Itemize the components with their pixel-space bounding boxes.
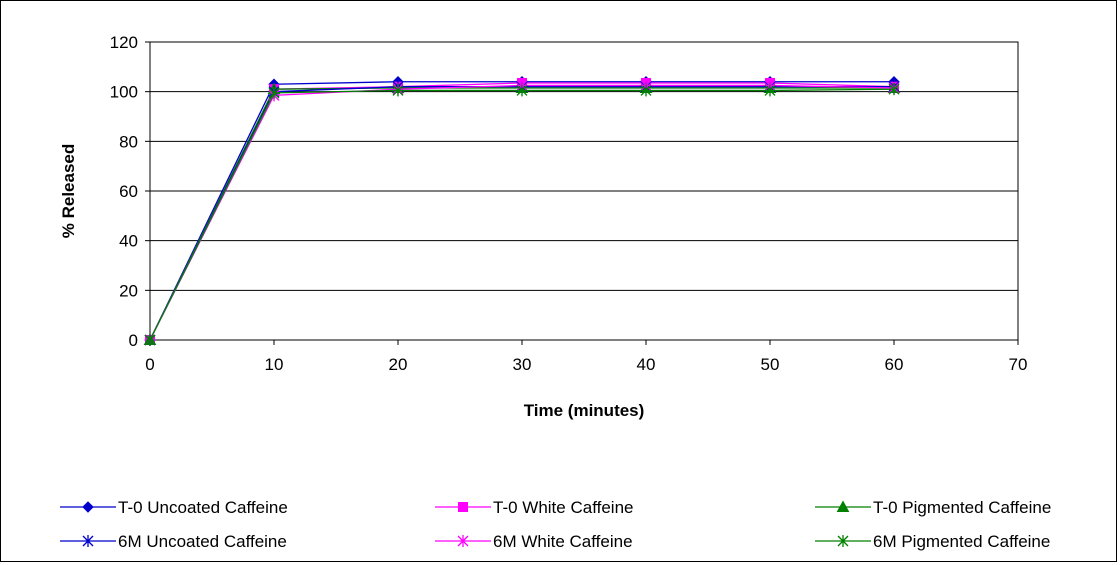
triangle-marker xyxy=(836,500,850,512)
legend-item: T-0 Pigmented Caffeine xyxy=(815,498,1051,517)
x-tick-label: 0 xyxy=(145,355,154,374)
legend-item: 6M Pigmented Caffeine xyxy=(815,532,1050,551)
series-0 xyxy=(144,76,900,346)
y-tick-label: 100 xyxy=(110,83,138,102)
series-layer xyxy=(143,76,901,346)
y-axis-title: % Released xyxy=(59,144,78,239)
legend-item: 6M White Caffeine xyxy=(435,532,633,551)
y-axis-ticks: 0 20 40 60 80 100 120 xyxy=(110,33,150,350)
x-tick-label: 70 xyxy=(1009,355,1028,374)
legend-label: T-0 Pigmented Caffeine xyxy=(873,498,1051,517)
x-tick-label: 50 xyxy=(761,355,780,374)
series-1 xyxy=(145,77,899,345)
series-line xyxy=(149,82,895,341)
asterisk-marker xyxy=(640,84,652,97)
series-5 xyxy=(144,83,900,346)
y-tick-label: 0 xyxy=(129,331,138,350)
asterisk-marker xyxy=(888,83,900,96)
asterisk-marker xyxy=(268,86,280,99)
asterisk-marker xyxy=(457,535,469,547)
x-tick-label: 20 xyxy=(389,355,408,374)
series-line xyxy=(149,88,895,341)
asterisk-marker xyxy=(516,84,528,97)
diamond-marker xyxy=(82,501,94,513)
asterisk-marker xyxy=(144,334,156,346)
y-tick-label: 120 xyxy=(110,33,138,52)
series-line xyxy=(149,87,894,341)
legend-label: 6M Uncoated Caffeine xyxy=(118,532,287,551)
series-4 xyxy=(144,79,900,346)
legend-label: T-0 White Caffeine xyxy=(493,498,633,517)
y-tick-label: 80 xyxy=(119,132,138,151)
legend-item: 6M Uncoated Caffeine xyxy=(60,532,287,551)
y-tick-label: 20 xyxy=(119,281,138,300)
asterisk-marker xyxy=(837,535,849,547)
x-axis-ticks: 0 10 20 30 40 50 60 70 xyxy=(145,340,1027,374)
asterisk-marker xyxy=(392,84,404,97)
x-tick-label: 10 xyxy=(265,355,284,374)
asterisk-marker xyxy=(764,84,776,97)
x-tick-label: 30 xyxy=(513,355,532,374)
x-tick-label: 60 xyxy=(885,355,904,374)
y-tick-label: 40 xyxy=(119,232,138,251)
y-tick-label: 60 xyxy=(119,182,138,201)
legend: T-0 Uncoated Caffeine T-0 White Caffeine T… xyxy=(60,498,1051,551)
legend-item: T-0 White Caffeine xyxy=(435,498,633,517)
series-2 xyxy=(143,81,901,345)
series-line xyxy=(149,86,894,341)
legend-label: 6M Pigmented Caffeine xyxy=(873,532,1050,551)
series-line xyxy=(149,84,895,341)
legend-item: T-0 Uncoated Caffeine xyxy=(60,498,288,517)
asterisk-marker xyxy=(82,535,94,547)
legend-label: T-0 Uncoated Caffeine xyxy=(118,498,288,517)
square-marker xyxy=(458,502,468,512)
x-axis-title: Time (minutes) xyxy=(524,401,645,420)
x-tick-label: 40 xyxy=(637,355,656,374)
legend-label: 6M White Caffeine xyxy=(493,532,633,551)
